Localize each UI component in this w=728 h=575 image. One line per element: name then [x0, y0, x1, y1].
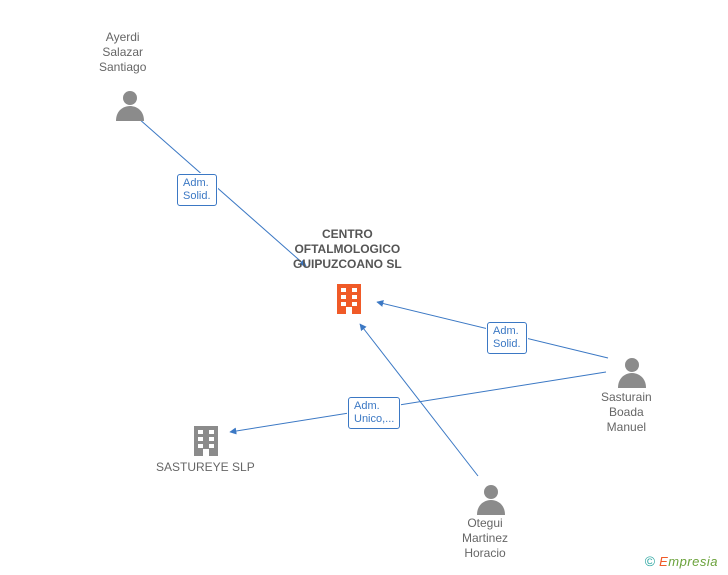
node-label-otegui: Otegui Martinez Horacio [462, 516, 508, 561]
edge-sasturain-sastureye [230, 372, 606, 432]
copyright-symbol: © [645, 553, 655, 569]
node-label-ayerdi: Ayerdi Salazar Santiago [99, 30, 146, 75]
diagram-canvas [0, 0, 728, 575]
node-label-center: CENTRO OFTALMOLOGICO GUIPUZCOANO SL [293, 227, 402, 272]
person-icon [618, 358, 646, 388]
person-icon [477, 485, 505, 515]
node-label-sastureye: SASTUREYE SLP [156, 460, 255, 475]
person-icon [116, 91, 144, 121]
edge-ayerdi-center [138, 118, 306, 266]
building-icon [194, 426, 218, 456]
building-icon [337, 284, 361, 314]
edge-label-sasturain-sastureye: Adm. Unico,... [348, 397, 400, 429]
watermark: © Empresia [645, 553, 718, 569]
node-label-sasturain: Sasturain Boada Manuel [601, 390, 652, 435]
brand-text: Empresia [659, 554, 718, 569]
edge-label-sasturain-center: Adm. Solid. [487, 322, 527, 354]
edge-label-ayerdi: Adm. Solid. [177, 174, 217, 206]
